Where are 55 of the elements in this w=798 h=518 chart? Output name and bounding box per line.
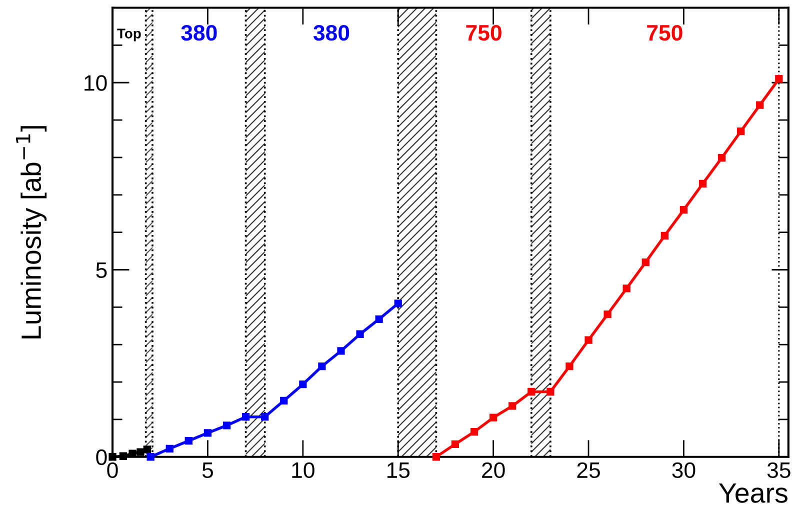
x-tick-label: 0 [107, 462, 118, 478]
point [737, 127, 745, 136]
point [318, 362, 326, 370]
y-axis-title: Luminosity [ab$^{−1}$] [16, 126, 47, 338]
x-axis-title: Years [719, 483, 788, 503]
point [622, 284, 630, 292]
point [566, 362, 574, 370]
point [660, 232, 668, 240]
x-tick-label: 10 [292, 462, 314, 478]
annotation: 750 [466, 24, 502, 41]
point [718, 154, 726, 162]
point [451, 440, 460, 448]
point [280, 396, 288, 405]
point [119, 452, 127, 460]
point [242, 413, 250, 421]
x-tick-label: 5 [202, 462, 213, 478]
point [775, 75, 783, 83]
annotation: 750 [647, 24, 682, 41]
point [470, 428, 478, 436]
y-tick-label: 10 [84, 75, 107, 91]
y-tick-label: 5 [96, 262, 107, 278]
annotation: 380 [313, 24, 350, 41]
point [204, 429, 212, 437]
point [642, 258, 650, 266]
point [375, 315, 383, 323]
point [184, 436, 192, 445]
y-tick-label: 0 [96, 449, 107, 466]
point [528, 388, 536, 396]
x-tick-label: 25 [577, 462, 600, 478]
point [584, 336, 592, 344]
point [143, 446, 151, 454]
point [299, 380, 307, 388]
point [166, 444, 174, 452]
point [222, 422, 231, 430]
x-tick-label: 20 [482, 462, 505, 478]
point [394, 300, 402, 308]
point [146, 453, 154, 461]
x-tick-label: 35 [767, 462, 790, 478]
point [261, 413, 269, 421]
point [698, 180, 707, 188]
point [337, 347, 345, 355]
point [489, 414, 498, 422]
point [508, 402, 516, 410]
x-tick-label: 15 [387, 462, 410, 478]
point [604, 310, 612, 318]
point [432, 453, 440, 461]
point [108, 453, 116, 461]
annotation: 380 [181, 24, 217, 41]
point [756, 101, 764, 109]
point [680, 206, 688, 214]
point [136, 448, 144, 456]
point [546, 388, 554, 396]
annotation: Top [117, 28, 141, 42]
point [356, 330, 364, 338]
x-tick-label: 30 [672, 462, 696, 478]
